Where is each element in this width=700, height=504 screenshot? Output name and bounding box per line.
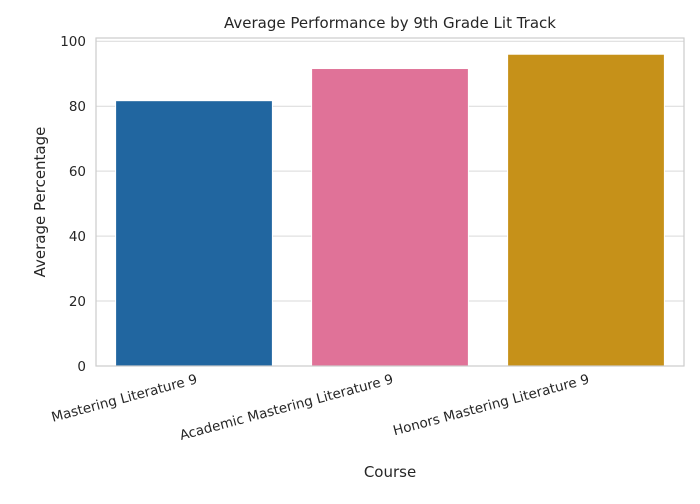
bar bbox=[311, 68, 469, 367]
chart-title: Average Performance by 9th Grade Lit Tra… bbox=[224, 14, 556, 32]
y-tick-labels: 0 20 40 60 80 100 bbox=[60, 34, 86, 375]
y-tick-label: 80 bbox=[69, 99, 86, 115]
x-tick-label: Academic Mastering Literature 9 bbox=[178, 371, 395, 444]
bar bbox=[115, 100, 273, 367]
y-tick-label: 40 bbox=[69, 229, 86, 245]
y-tick-label: 20 bbox=[69, 294, 86, 310]
bars bbox=[115, 53, 665, 367]
plot-frame bbox=[95, 37, 685, 367]
y-tick-label: 0 bbox=[77, 359, 86, 375]
x-tick-label: Honors Mastering Literature 9 bbox=[391, 371, 591, 439]
y-tick-label: 60 bbox=[69, 164, 86, 180]
x-tick-label: Mastering Literature 9 bbox=[50, 371, 199, 425]
x-axis-label: Course bbox=[364, 463, 416, 481]
bar bbox=[507, 53, 665, 367]
y-axis-label: Average Percentage bbox=[31, 127, 49, 278]
y-tick-label: 100 bbox=[60, 34, 86, 50]
